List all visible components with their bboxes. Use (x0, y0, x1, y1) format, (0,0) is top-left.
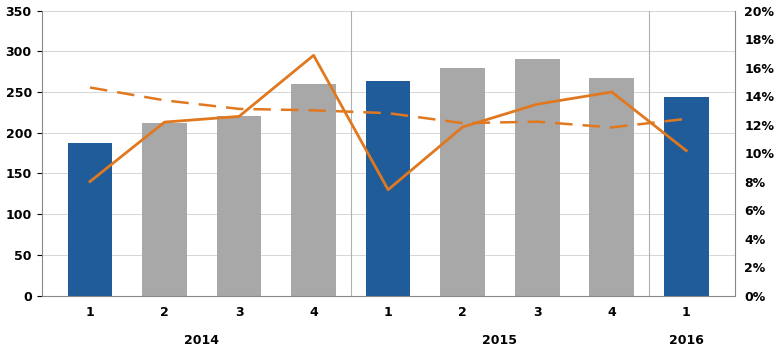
Text: 2014: 2014 (184, 334, 219, 347)
Bar (142, 123, 187, 295)
Bar (68, 143, 112, 295)
Bar (291, 84, 336, 295)
Text: 2015: 2015 (483, 334, 517, 347)
Bar (590, 78, 634, 295)
Bar (366, 82, 410, 295)
Text: 2016: 2016 (668, 334, 704, 347)
Bar (440, 67, 485, 295)
Bar (515, 59, 559, 295)
Bar (217, 116, 261, 295)
Bar (664, 97, 709, 295)
